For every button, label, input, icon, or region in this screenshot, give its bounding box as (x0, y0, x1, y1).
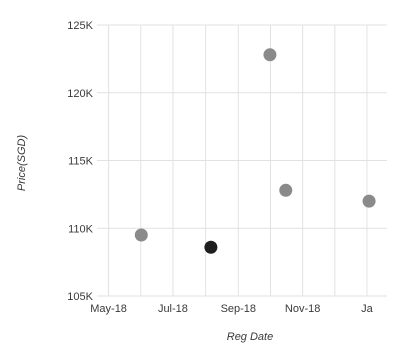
x-tick-label: Sep-18 (221, 303, 256, 315)
y-tick-label: 115K (68, 156, 94, 168)
y-tick-label: 120K (67, 88, 93, 100)
data-points (134, 48, 376, 254)
y-axis-title: Price(SGD) (16, 135, 28, 192)
x-axis-title: Reg Date (227, 331, 273, 343)
data-point (134, 228, 148, 242)
x-tick-label: Jul-18 (158, 303, 188, 315)
x-tick-label: Ja (361, 303, 374, 315)
data-point (204, 240, 218, 254)
data-point (279, 183, 293, 197)
y-tick-label: 125K (67, 20, 93, 32)
y-tick-label: 110K (68, 223, 94, 235)
data-point (263, 48, 277, 62)
grid (97, 24, 387, 297)
x-tick-label: May-18 (90, 303, 127, 315)
y-tick-labels: 105K 110K 115K 120K 125K (67, 20, 93, 303)
data-point (362, 194, 376, 208)
x-tick-labels: May-18 Jul-18 Sep-18 Nov-18 Ja (90, 303, 373, 315)
x-tick-label: Nov-18 (285, 303, 320, 315)
y-tick-label: 105K (67, 291, 93, 303)
